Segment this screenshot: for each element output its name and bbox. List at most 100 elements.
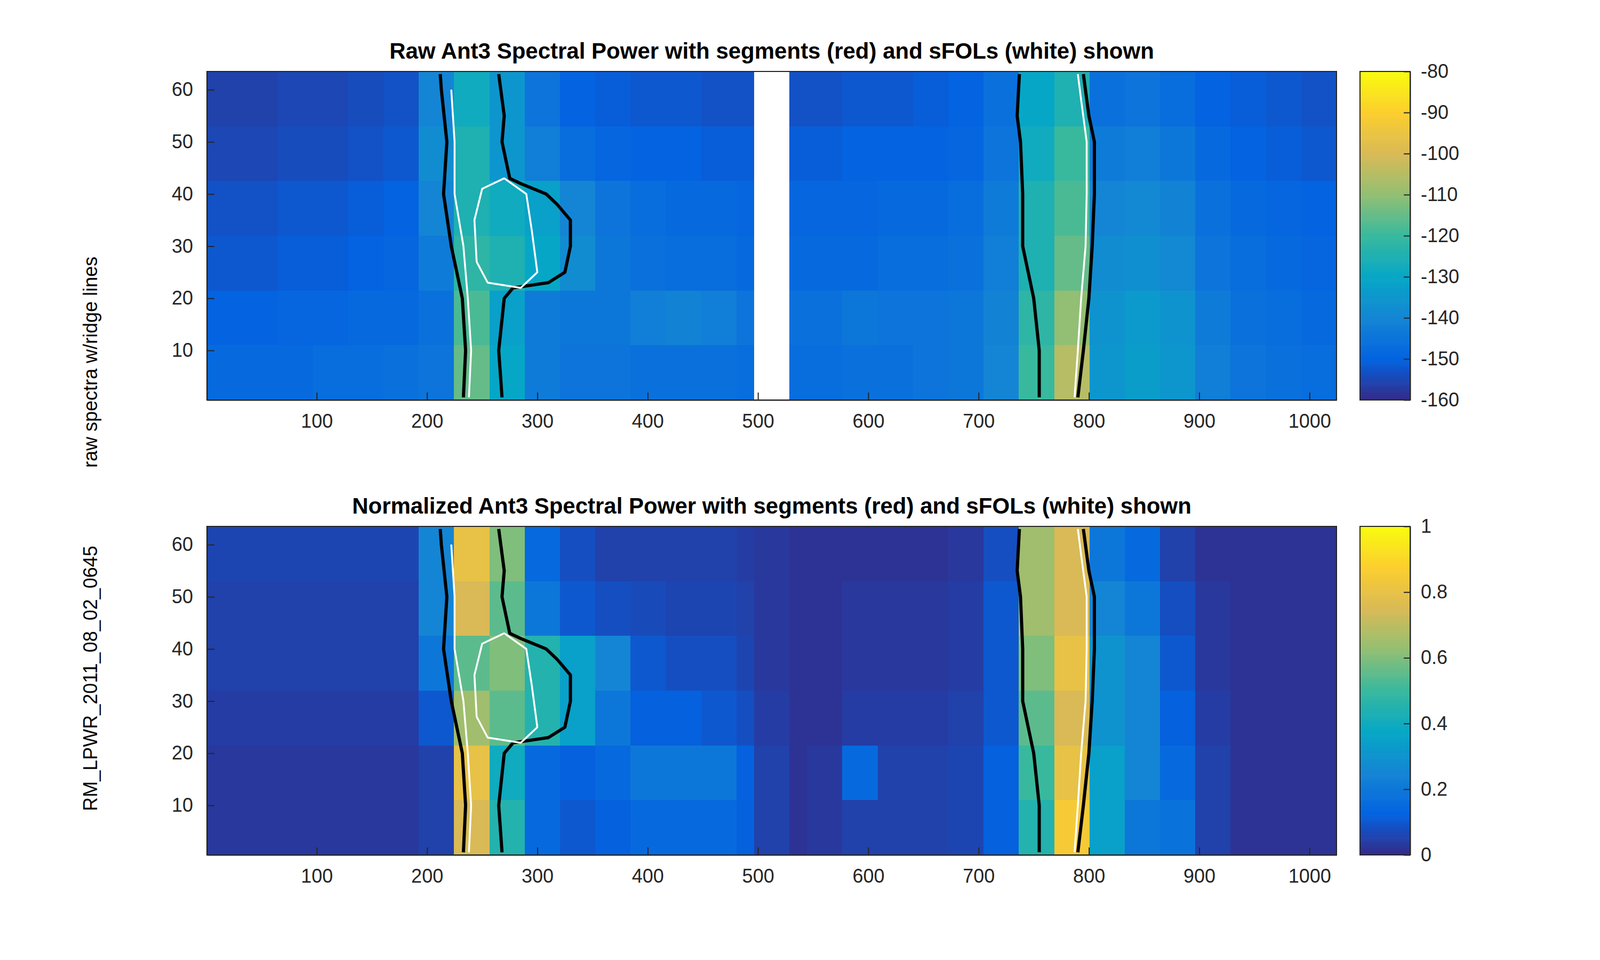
heatmap-cell [313,345,349,400]
heatmap-cell [560,180,596,236]
heatmap-cell [1195,581,1231,637]
colorbar-axis: 00.20.40.60.81 [1403,515,1448,866]
heatmap-cell [1089,800,1125,855]
heatmap-cell [313,126,349,182]
contour-line [451,544,471,853]
heatmap-cell [736,71,755,127]
heatmap-cell [1089,71,1125,127]
heatmap-cell [242,745,278,801]
heatmap-cell [242,71,278,127]
heatmap-cell [206,581,243,637]
x-tick-mark [1309,392,1311,400]
colorbar-axis: -160-150-140-130-120-110-100-90-80 [1403,60,1460,411]
heatmap-cell [1230,800,1266,855]
x-tick-label: 500 [742,410,775,432]
x-tick: 800 [1073,392,1106,432]
heatmap-cell [630,290,666,346]
heatmap-cell [1089,345,1125,400]
colorbar-tick-mark [1403,400,1411,402]
heatmap-cell [524,290,560,346]
heatmap-cell [948,526,984,582]
heatmap-cell [383,526,419,582]
y-tick: 60 [171,78,215,101]
y-tick-label: 40 [171,637,194,660]
heatmap-cell [313,800,349,855]
heatmap-cell [630,180,666,236]
y-tick: 30 [171,690,215,712]
heatmap-cell [754,526,790,582]
heatmap-cell [913,235,949,291]
heatmap-cell [313,690,349,746]
x-tick-label: 1000 [1288,865,1332,887]
x-tick-label: 200 [411,865,444,887]
x-tick-label: 100 [300,410,333,432]
y-tick-mark [206,596,215,598]
x-tick-label: 800 [1073,865,1106,887]
heatmap-cell [842,690,878,746]
heatmap-cell [348,690,384,746]
colorbar-axis-line [1410,526,1412,856]
x-tick-mark [1198,847,1200,855]
heatmap-cell [383,581,419,637]
heatmap-cell [1124,635,1160,691]
heatmap-cell [665,690,701,746]
heatmap-cell [665,635,701,691]
heatmap-cell [948,745,984,801]
colorbar-tick-label: -80 [1420,60,1449,83]
heatmap-cell [277,745,313,801]
heatmap-cell [418,690,454,746]
y-tick: 60 [171,533,215,556]
colorbar-tick-label: -110 [1420,183,1458,206]
heatmap-cell [913,745,949,801]
heatmap-cell [913,71,949,127]
heatmap-cell [1089,690,1125,746]
heatmap-cell [595,71,631,127]
heatmap-cell [1160,635,1196,691]
heatmap-cell [524,745,560,801]
panel: 1002003004005006007008009001000102030405… [79,493,1448,887]
heatmap-cell [524,526,560,582]
plot-background [206,526,1337,855]
heatmap-cell [1266,526,1302,582]
heatmap-cell [1266,800,1302,855]
heatmap-cell [242,526,278,582]
heatmap-cell [701,581,737,637]
heatmap-cell [736,635,755,691]
x-axis: 1002003004005006007008009001000 [207,847,1338,887]
heatmap-cell [1054,581,1090,637]
chart-title: Normalized Ant3 Spectral Power with segm… [352,493,1192,519]
heatmap-cell [1195,290,1231,346]
heatmap-cell [313,581,349,637]
x-tick-mark [757,847,759,855]
heatmap-cell [1266,180,1302,236]
x-tick-mark [1088,847,1090,855]
contour-line [1074,529,1087,853]
y-tick-mark [206,245,215,247]
heatmap-cell [1018,71,1054,127]
heatmap-cell [277,581,313,637]
heatmap-cell [206,526,243,582]
colorbar-tick: 1 [1403,515,1432,538]
colorbar-tick: -130 [1403,265,1460,288]
y-tick-mark [206,350,215,352]
colorbar-tick-mark [1403,854,1411,856]
heatmap-cell [313,526,349,582]
y-tick-mark [206,298,215,300]
y-axis: 102030405060 [171,526,215,856]
heatmap-cell [913,635,949,691]
heatmap-cell [560,126,596,182]
heatmap-cell [701,690,737,746]
heatmap-cell [948,126,984,182]
heatmap-cell [913,800,949,855]
y-tick: 30 [171,235,215,258]
heatmap-cell [1301,126,1337,182]
heatmap-cell [789,235,807,291]
x-tick-mark [1309,847,1311,855]
y-tick: 40 [171,637,215,660]
heatmap-cell [1195,235,1231,291]
heatmap-cell [736,526,755,582]
heatmap-cell [983,581,1019,637]
heatmap-cell [1230,290,1266,346]
heatmap-cell [348,235,384,291]
heatmap-cell [348,526,384,582]
